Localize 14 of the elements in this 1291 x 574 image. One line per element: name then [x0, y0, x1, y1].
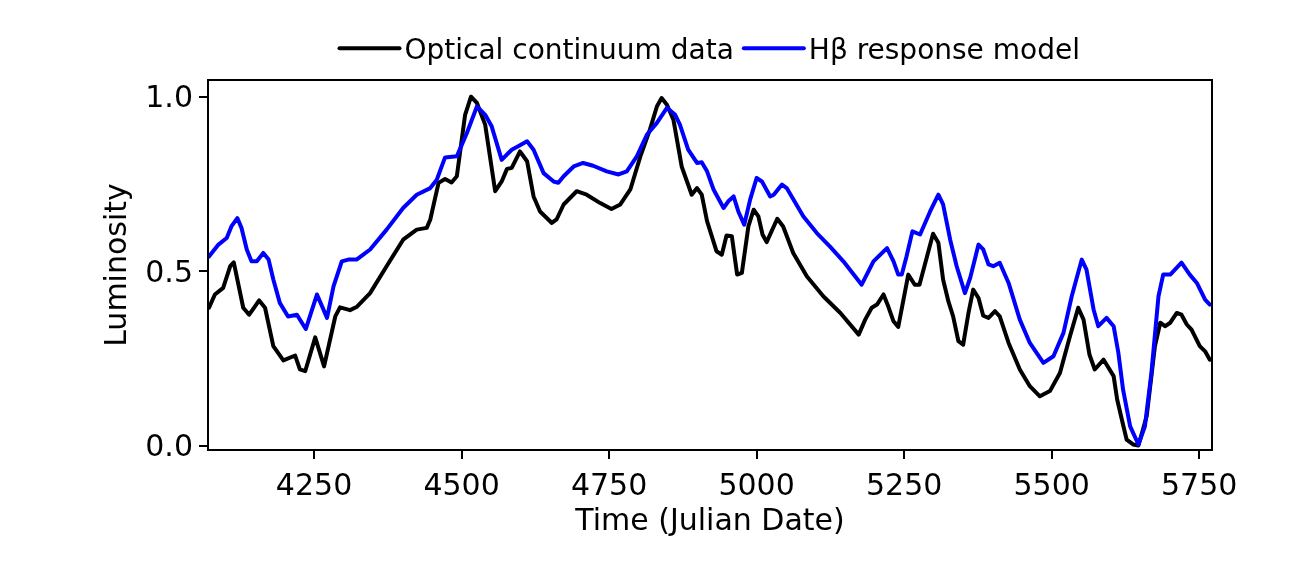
y-tick-label: 1.0: [145, 79, 193, 115]
x-tick-label: 5250: [865, 467, 943, 502]
legend-label: Hβ response model: [808, 33, 1080, 67]
x-tick-label: 5000: [718, 467, 795, 502]
y-tick-label: 0.5: [145, 253, 193, 289]
x-tick-label: 5500: [1013, 467, 1090, 502]
x-tick-label: 5750: [1161, 467, 1238, 502]
x-axis-title: Time (Julian Date): [574, 502, 845, 537]
y-axis-title: Luminosity: [97, 183, 133, 347]
x-tick-label: 4250: [275, 467, 353, 502]
y-tick-label: 0.0: [145, 428, 193, 464]
x-tick-label: 4750: [570, 467, 648, 502]
x-tick-label: 4500: [423, 467, 500, 502]
legend-label: Optical continuum data: [404, 33, 734, 67]
